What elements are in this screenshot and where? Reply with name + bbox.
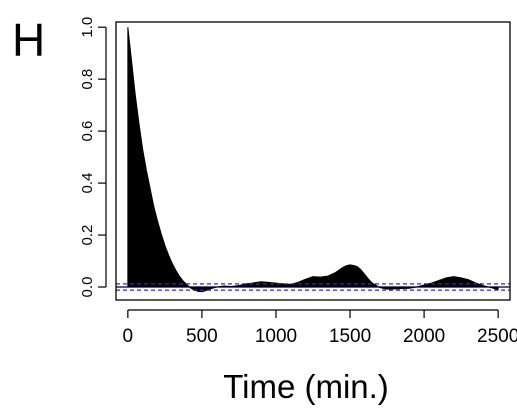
y-tick-label: 0.8 <box>79 69 96 90</box>
x-tick-label: 2500 <box>477 326 517 347</box>
y-tick-label: 0.0 <box>79 277 96 298</box>
x-axis: 0 500 1000 1500 2000 2500 <box>123 309 517 347</box>
panel-label: H <box>12 14 45 66</box>
y-axis: 0.0 0.2 0.4 0.6 0.8 1.0 <box>79 17 107 298</box>
x-tick-label: 0 <box>123 326 134 347</box>
x-tick-label: 1000 <box>255 326 297 347</box>
y-tick-label: 1.0 <box>79 17 96 38</box>
y-tick-label: 0.6 <box>79 121 96 142</box>
x-tick-label: 500 <box>186 326 218 347</box>
x-tick-label: 1500 <box>329 326 371 347</box>
x-axis-title: Time (min.) <box>223 368 389 405</box>
plot-area <box>115 21 511 301</box>
y-tick-label: 0.2 <box>79 225 96 246</box>
y-tick-label: 0.4 <box>79 173 96 194</box>
x-tick-label: 2000 <box>403 326 445 347</box>
plot-frame <box>115 21 511 301</box>
series-area <box>127 27 499 293</box>
